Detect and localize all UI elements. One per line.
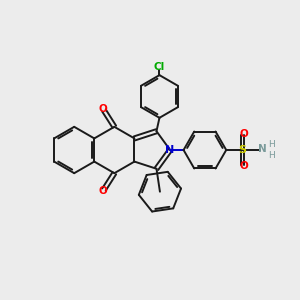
Text: H: H <box>268 140 274 149</box>
Text: O: O <box>240 161 248 171</box>
Text: Cl: Cl <box>154 62 165 72</box>
Text: N: N <box>258 143 267 154</box>
Text: N: N <box>166 145 175 155</box>
Text: H: H <box>268 151 274 160</box>
Text: S: S <box>238 145 246 155</box>
Text: O: O <box>98 104 107 114</box>
Text: O: O <box>98 186 107 196</box>
Text: O: O <box>240 129 248 139</box>
